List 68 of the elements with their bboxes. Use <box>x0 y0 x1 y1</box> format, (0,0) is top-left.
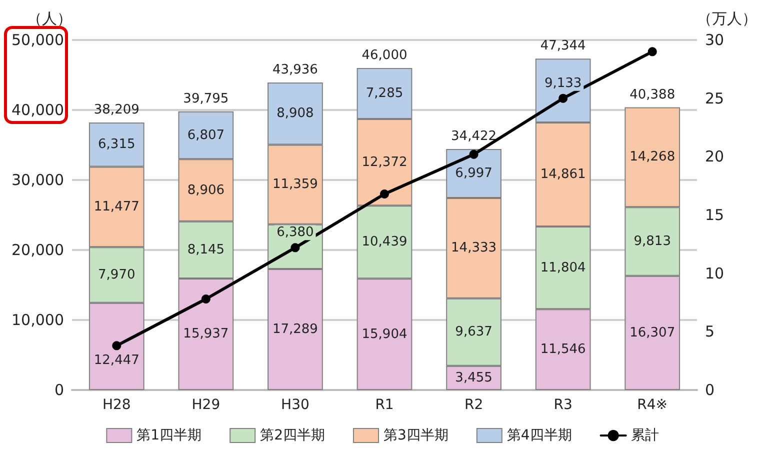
total-label: 38,209 <box>94 102 140 118</box>
legend-label: 第4四半期 <box>506 428 572 444</box>
data-label: 11,546 <box>540 342 586 358</box>
total-label: 46,000 <box>362 48 408 63</box>
y-axis-title: （人） <box>27 10 72 28</box>
y2-tick-label: 10 <box>705 264 724 282</box>
y2-tick-label: 5 <box>705 322 715 341</box>
data-label: 8,145 <box>187 242 225 258</box>
data-label: 14,861 <box>540 167 586 182</box>
total-label: 39,795 <box>183 91 229 106</box>
data-label: 3,455 <box>455 370 492 386</box>
total-label: 43,936 <box>272 62 318 78</box>
x-tick-label: H30 <box>281 397 310 413</box>
y2-tick-label: 20 <box>705 148 724 166</box>
data-label: 11,477 <box>94 199 140 214</box>
data-label: 9,637 <box>455 324 492 340</box>
y-tick-label: 20,000 <box>12 241 64 259</box>
data-label: 6,315 <box>98 137 136 152</box>
y-tick-label: 50,000 <box>12 31 64 49</box>
y2-tick-label: 0 <box>705 381 715 399</box>
point <box>290 243 300 252</box>
data-label: 8,908 <box>276 106 314 122</box>
x-tick-label: R4※ <box>637 397 668 413</box>
y-tick-label: 10,000 <box>12 311 64 329</box>
total-label: 40,388 <box>630 87 676 102</box>
point <box>558 94 568 103</box>
legend-label: 第1四半期 <box>136 428 202 444</box>
x-tick-label: R3 <box>554 397 572 413</box>
point <box>380 190 389 198</box>
y-tick-label: 30,000 <box>12 171 64 189</box>
data-label: 7,285 <box>366 86 404 101</box>
legend-label: 第3四半期 <box>384 428 448 444</box>
total-label: 47,344 <box>540 38 586 54</box>
x-tick-label: R1 <box>375 397 394 413</box>
data-label: 7,970 <box>98 267 136 282</box>
data-label: 6,380 <box>276 225 314 240</box>
point <box>648 47 657 56</box>
data-label: 15,904 <box>362 326 408 342</box>
y2-tick-label: 25 <box>705 89 724 108</box>
y-tick-label: 40,000 <box>12 101 64 119</box>
x-tick-label: R2 <box>464 397 484 413</box>
data-label: 14,268 <box>630 150 676 165</box>
point <box>469 150 478 159</box>
y2-tick-label: 30 <box>705 31 724 49</box>
data-label: 6,807 <box>187 128 225 143</box>
point <box>112 341 122 350</box>
y-tick-label: 0 <box>54 381 64 399</box>
data-label: 12,372 <box>362 154 408 170</box>
data-label: 15,937 <box>183 326 229 342</box>
data-label: 6,997 <box>455 166 492 182</box>
data-label: 10,439 <box>362 234 408 250</box>
data-label: 16,307 <box>630 325 676 340</box>
total-label: 34,422 <box>451 129 497 144</box>
point <box>201 294 210 304</box>
data-label: 12,447 <box>94 353 140 368</box>
x-tick-label: H28 <box>102 397 131 413</box>
data-label: 11,804 <box>540 260 586 276</box>
y2-tick-label: 15 <box>705 206 724 224</box>
data-label: 14,333 <box>451 240 497 256</box>
data-label: 9,133 <box>544 76 582 91</box>
data-label: 9,813 <box>634 234 671 250</box>
legend-label: 累計 <box>630 428 659 444</box>
y2-axis-title: （万人） <box>697 10 757 28</box>
data-label: 17,289 <box>272 322 318 337</box>
data-label: 11,359 <box>272 177 318 192</box>
legend-label: 第2四半期 <box>260 428 326 444</box>
data-label: 8,906 <box>187 182 225 198</box>
x-tick-label: H29 <box>192 397 220 413</box>
